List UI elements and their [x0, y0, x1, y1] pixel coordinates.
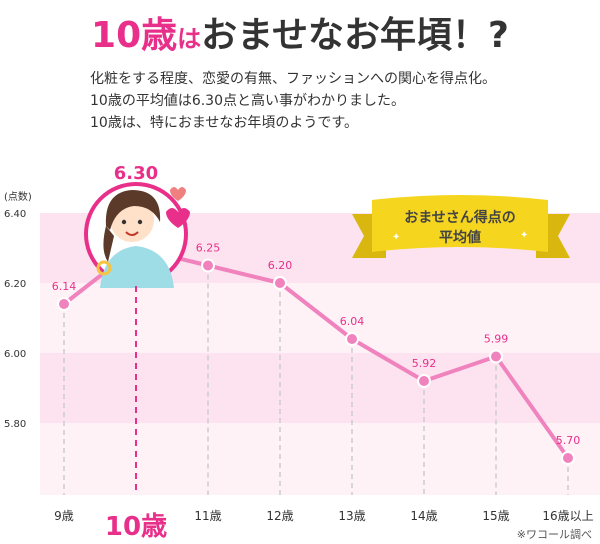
data-point	[201, 258, 215, 273]
x-tick-label: 9歳	[54, 509, 74, 523]
data-label: 6.20	[268, 259, 293, 272]
headline: 10歳はおませなお年頃！?	[0, 6, 600, 58]
band-below-5.80	[40, 423, 600, 495]
highlight-badge	[84, 182, 190, 288]
ribbon-line-1: おませさん得点の	[404, 209, 516, 226]
data-label: 5.92	[412, 357, 437, 370]
description-line-2: 10歳の平均値は6.30点と高い事がわかりました。	[90, 93, 405, 109]
description: 化粧をする程度、恋愛の有無、ファッションへの関心を得点化。 10歳の平均値は6.…	[90, 68, 496, 134]
x-tick-label: 14歳	[410, 509, 437, 523]
x-tick-label: 12歳	[266, 509, 293, 523]
data-label: 5.99	[484, 333, 509, 346]
y-tick-label: 6.00	[4, 349, 26, 360]
sparkle-icon: ✦	[520, 230, 528, 241]
description-line-1: 化粧をする程度、恋愛の有無、ファッションへの関心を得点化。	[90, 71, 496, 87]
heart-icon	[166, 208, 190, 228]
band-5.80-6.00	[40, 353, 600, 423]
data-label: 6.25	[196, 242, 221, 255]
headline-particle: は	[177, 25, 202, 53]
x-tick-label: 13歳	[338, 509, 365, 523]
y-axis-title: (点数)	[4, 190, 32, 203]
x-tick-label: 11歳	[194, 509, 221, 523]
x-tick-label: 15歳	[482, 509, 509, 523]
y-tick-label: 5.80	[4, 419, 26, 430]
data-point	[417, 374, 431, 388]
data-label: 5.70	[556, 434, 581, 447]
source-note: ※ワコール調べ	[517, 527, 592, 541]
ribbon-line-2: 平均値	[439, 229, 481, 246]
band-6.00-6.20	[40, 283, 600, 353]
data-point	[561, 451, 575, 465]
description-line-3: 10歳は、特におませなお年頃のようです。	[90, 115, 358, 131]
data-point	[489, 349, 503, 364]
headline-text: おませなお年頃！?	[201, 15, 509, 56]
y-tick-label: 6.40	[4, 209, 26, 220]
y-tick-label: 6.20	[4, 279, 26, 290]
data-point	[345, 332, 359, 346]
highlight-category: 10歳	[105, 512, 167, 542]
data-label: 6.04	[340, 315, 365, 328]
girl-illustration-icon	[96, 190, 174, 288]
sparkle-icon: ✦	[392, 232, 400, 243]
x-tick-label: 16歳以上	[542, 509, 593, 523]
ribbon-banner: おませさん得点の 平均値 ✦ ✦	[352, 195, 570, 258]
small-heart-icon	[170, 187, 186, 201]
line-chart: (点数) 6.40 6.20 6.00 5.80 6.14 6.25 6.20 6.04 5.…	[4, 163, 600, 542]
data-point	[273, 276, 287, 290]
data-point	[57, 297, 71, 311]
highlight-value: 6.30	[114, 163, 158, 184]
data-label: 6.14	[52, 280, 77, 293]
headline-age: 10歳	[91, 15, 178, 56]
